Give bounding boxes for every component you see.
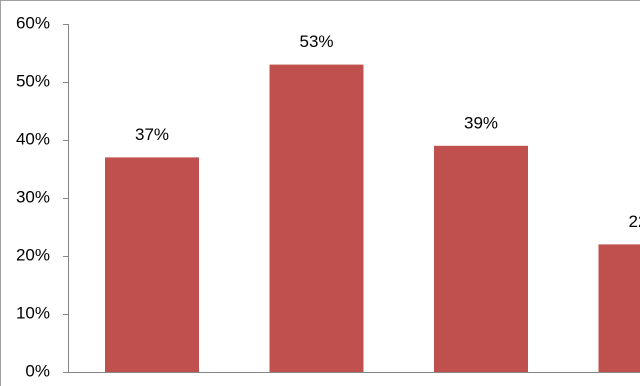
y-tick-label: 20% (16, 245, 50, 264)
data-label: 39% (464, 113, 498, 132)
data-label: 53% (299, 32, 333, 51)
data-label: 22% (628, 212, 640, 231)
y-tick-label: 10% (16, 303, 50, 322)
y-tick-label: 40% (16, 129, 50, 148)
y-tick-label: 0% (25, 361, 50, 380)
y-tick-label: 50% (16, 71, 50, 90)
bar (434, 145, 528, 372)
data-label: 37% (135, 125, 169, 144)
bar (105, 157, 199, 372)
y-tick-label: 60% (16, 13, 50, 32)
bar (598, 244, 640, 372)
bar (269, 64, 364, 372)
y-tick-label: 30% (16, 187, 50, 206)
